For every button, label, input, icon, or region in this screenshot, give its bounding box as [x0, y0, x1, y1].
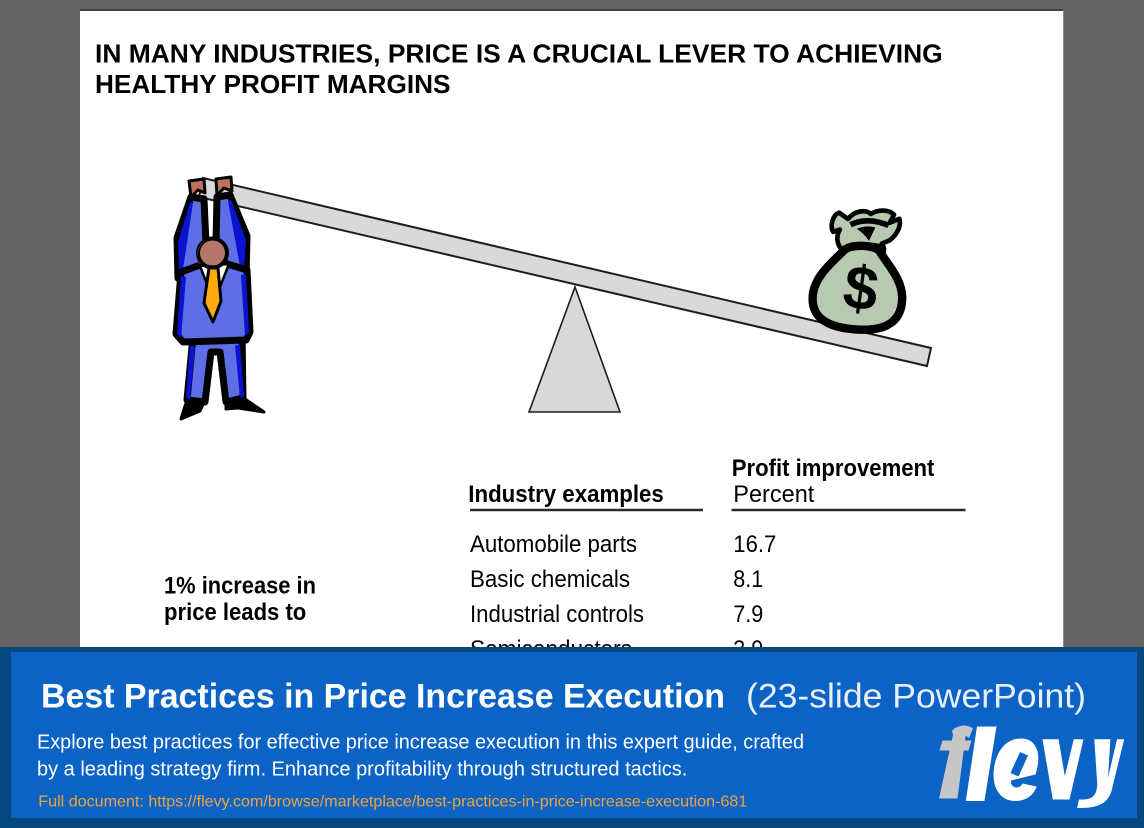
svg-text:1% increase in: 1% increase in	[164, 573, 316, 600]
svg-text:3.9: 3.9	[733, 636, 763, 663]
svg-text:Industry examples: Industry examples	[468, 481, 664, 508]
svg-text:8.1: 8.1	[733, 566, 763, 593]
svg-text:Full document: https://flevy.c: Full document: https://flevy.com/browse/…	[38, 794, 747, 811]
svg-text:Best Practices in Price Increa: Best Practices in Price Increase Executi…	[41, 677, 1086, 715]
svg-text:Semiconductors: Semiconductors	[470, 636, 632, 663]
svg-text:Profit improvement: Profit improvement	[732, 455, 935, 482]
svg-text:Industrial controls: Industrial controls	[470, 601, 644, 628]
svg-text:price leads to: price leads to	[164, 599, 306, 626]
svg-text:Basic chemicals: Basic chemicals	[470, 566, 630, 593]
svg-text:Automobile parts: Automobile parts	[470, 531, 637, 558]
svg-text:HEALTHY PROFIT MARGINS: HEALTHY PROFIT MARGINS	[95, 69, 450, 99]
svg-text:by a leading strategy firm. En: by a leading strategy firm. Enhance prof…	[37, 758, 687, 780]
svg-text:7.9: 7.9	[733, 601, 763, 628]
svg-text:IN MANY INDUSTRIES, PRICE IS A: IN MANY INDUSTRIES, PRICE IS A CRUCIAL L…	[95, 38, 943, 68]
svg-text:Explore best practices for eff: Explore best practices for effective pri…	[37, 732, 804, 754]
svg-text:Percent: Percent	[733, 481, 814, 508]
svg-text:16.7: 16.7	[733, 531, 776, 558]
